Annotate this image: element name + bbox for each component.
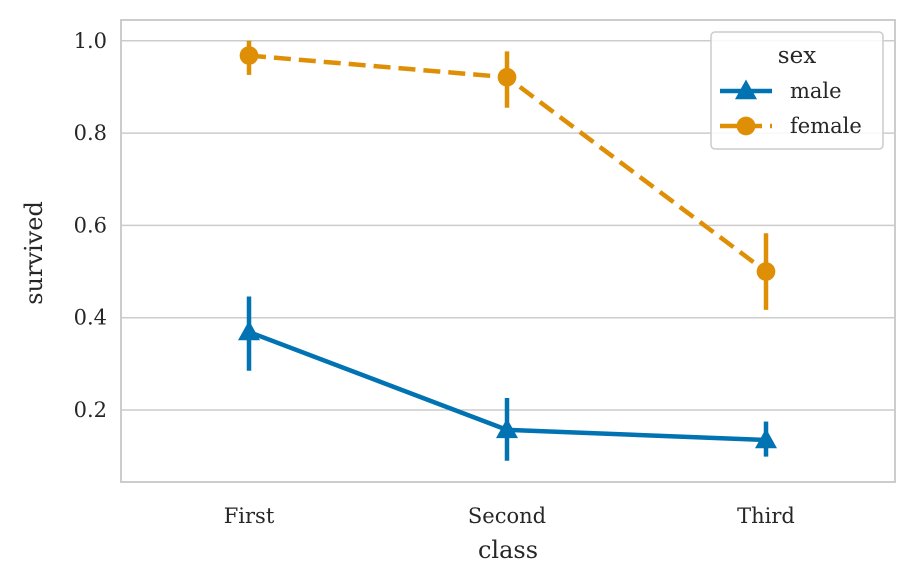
x-axis-label: class (478, 536, 538, 564)
x-tick-label-second: Second (468, 504, 546, 528)
legend-marker-female (736, 116, 756, 136)
y-tick-label: 0.4 (74, 306, 107, 330)
legend-title: sex (778, 43, 816, 69)
x-tick-labels: First Second Third (224, 504, 795, 528)
x-tick-label-first: First (224, 504, 275, 528)
y-tick-labels: 0.2 0.4 0.6 0.8 1.0 (74, 29, 107, 422)
x-tick-label-third: Third (737, 504, 795, 528)
data-point-male (238, 320, 260, 341)
series-layer (238, 40, 777, 461)
y-tick-label: 1.0 (74, 29, 107, 53)
legend-marker-male (735, 79, 757, 100)
legend-entries: male female (720, 79, 862, 138)
data-point-male (496, 418, 518, 439)
plot-frame (120, 19, 896, 483)
legend: sex male female (710, 31, 884, 150)
y-tick-label: 0.2 (74, 398, 107, 422)
data-point-female (497, 67, 517, 87)
series-female (239, 40, 776, 310)
y-axis-label: survived (20, 201, 48, 305)
legend-box (710, 31, 884, 150)
data-point-female (239, 46, 259, 65)
y-tick-label: 0.6 (74, 213, 107, 237)
data-point-male (755, 428, 777, 449)
data-point-female (756, 262, 776, 281)
legend-label-female: female (790, 114, 862, 138)
legend-label-male: male (790, 79, 842, 103)
y-tick-label: 0.8 (74, 121, 107, 145)
series-male (238, 296, 777, 461)
